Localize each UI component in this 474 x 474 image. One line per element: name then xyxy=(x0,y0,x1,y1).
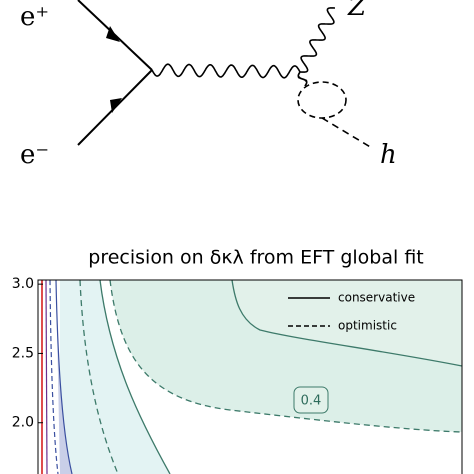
contour-line xyxy=(55,279,73,474)
propagator xyxy=(151,63,301,79)
arrow xyxy=(106,26,120,42)
z-boson xyxy=(300,7,335,73)
label: e⁻ xyxy=(20,140,49,170)
contour-line xyxy=(79,279,119,474)
region xyxy=(110,280,462,432)
boson-to-loop xyxy=(297,71,308,87)
label: e⁺ xyxy=(20,2,49,32)
contours: 0.4 xyxy=(41,279,463,474)
arrow xyxy=(110,98,122,113)
plot-frame xyxy=(37,279,463,474)
legend-label: optimistic xyxy=(338,319,397,333)
contour-line xyxy=(109,279,463,433)
loop xyxy=(297,81,347,119)
contour-line xyxy=(49,279,59,474)
contour-line xyxy=(45,279,48,474)
contour-line xyxy=(99,279,171,474)
contour-label-box xyxy=(293,386,329,414)
label: Z xyxy=(347,0,367,22)
y-tick-label: 2.0 xyxy=(12,415,34,431)
region xyxy=(232,280,462,366)
legend-label: conservative xyxy=(338,291,415,305)
y-tick-label: 2.5 xyxy=(12,345,34,361)
contour-line xyxy=(231,279,463,367)
chart-title: precision on δκλ from EFT global fit xyxy=(88,247,423,269)
region xyxy=(60,280,170,474)
feynman-diagram: e⁺ e⁻ Z h xyxy=(20,0,397,170)
y-tick-label: 3.0 xyxy=(12,276,34,292)
label: h xyxy=(380,140,397,170)
region xyxy=(56,280,72,474)
contour-label: 0.4 xyxy=(301,394,322,409)
higgs-line xyxy=(321,117,373,149)
